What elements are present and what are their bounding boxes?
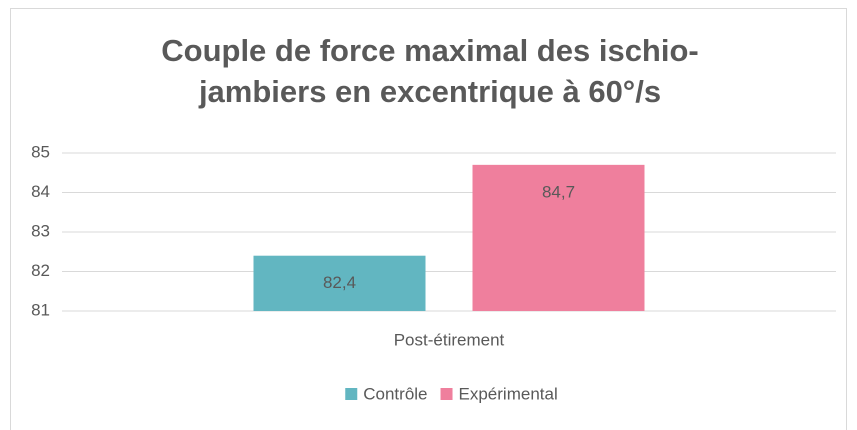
- y-tick-label: 83: [31, 221, 50, 240]
- data-label: 82,4: [323, 273, 356, 292]
- legend-swatch: [345, 388, 358, 400]
- bar: [472, 164, 645, 311]
- x-tick-label: Post-étirement: [394, 330, 505, 349]
- y-tick-label: 82: [31, 261, 50, 280]
- legend-swatch: [440, 388, 453, 400]
- chart-title: Couple de force maximal des ischio-jambi…: [161, 33, 699, 109]
- y-tick-label: 85: [31, 142, 50, 161]
- y-tick-label: 84: [31, 182, 50, 201]
- legend-label: Contrôle: [363, 384, 427, 403]
- y-tick-label: 81: [31, 300, 50, 319]
- bar: [253, 255, 426, 311]
- chart-frame: [10, 8, 847, 430]
- data-label: 84,7: [542, 182, 575, 201]
- legend-label: Expérimental: [459, 384, 558, 403]
